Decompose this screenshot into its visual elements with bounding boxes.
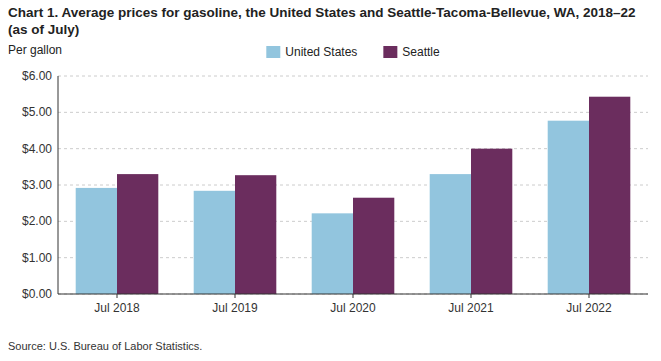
- grid-line: [58, 112, 648, 113]
- legend-item: United States: [266, 45, 357, 59]
- source: Source: U.S. Bureau of Labor Statistics.: [8, 340, 202, 352]
- y-axis-line: [58, 76, 59, 294]
- x-tick: [117, 294, 118, 298]
- bar: [235, 175, 276, 294]
- y-tick-label: $1.00: [22, 251, 52, 265]
- x-tick-label: Jul 2022: [566, 301, 612, 315]
- legend: United States Seattle: [266, 45, 440, 59]
- title: Chart 1. Average prices for gasoline, th…: [8, 4, 653, 38]
- x-tick: [471, 294, 472, 298]
- bar: [117, 174, 158, 294]
- bar: [312, 213, 353, 294]
- y-tick-label: $5.00: [22, 105, 52, 119]
- bar: [430, 174, 471, 294]
- legend-label: Seattle: [402, 45, 440, 59]
- bar: [353, 198, 394, 294]
- y-label: Per gallon: [8, 43, 62, 57]
- x-tick: [353, 294, 354, 298]
- bar: [589, 97, 630, 294]
- x-tick-label: Jul 2018: [94, 301, 140, 315]
- chart: Per gallon $0.00 $1.00 $2.00 $3.00 $4.00 $5.00…: [0, 42, 661, 361]
- legend-swatch: [266, 46, 280, 58]
- legend-swatch: [383, 46, 397, 58]
- grid-line: [58, 76, 648, 77]
- bar: [548, 121, 589, 294]
- bar: [194, 191, 235, 294]
- bars: [76, 97, 631, 294]
- y-tick-label: $3.00: [22, 178, 52, 192]
- x-tick: [589, 294, 590, 298]
- legend-label: United States: [285, 45, 357, 59]
- x-tick-label: Jul 2021: [448, 301, 494, 315]
- y-tick-label: $6.00: [22, 69, 52, 83]
- x-tick-label: Jul 2019: [212, 301, 258, 315]
- x-tick-label: Jul 2020: [330, 301, 376, 315]
- y-tick-label: $0.00: [22, 287, 52, 301]
- x-tick: [235, 294, 236, 298]
- bar: [471, 149, 512, 294]
- legend-item: Seattle: [383, 45, 440, 59]
- bar: [76, 188, 117, 294]
- grid: [58, 76, 648, 294]
- y-tick-label: $4.00: [22, 142, 52, 156]
- y-tick-label: $2.00: [22, 214, 52, 228]
